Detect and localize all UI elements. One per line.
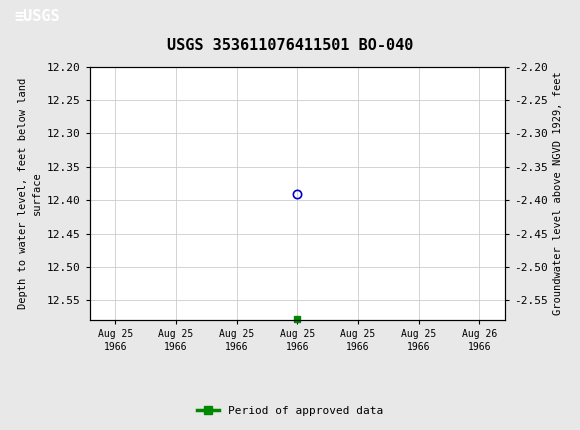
Y-axis label: Groundwater level above NGVD 1929, feet: Groundwater level above NGVD 1929, feet xyxy=(553,72,563,315)
Text: ≡USGS: ≡USGS xyxy=(14,9,60,24)
Text: USGS 353611076411501 BO-040: USGS 353611076411501 BO-040 xyxy=(167,38,413,52)
Legend: Period of approved data: Period of approved data xyxy=(193,401,387,420)
Y-axis label: Depth to water level, feet below land
surface: Depth to water level, feet below land su… xyxy=(19,78,42,309)
